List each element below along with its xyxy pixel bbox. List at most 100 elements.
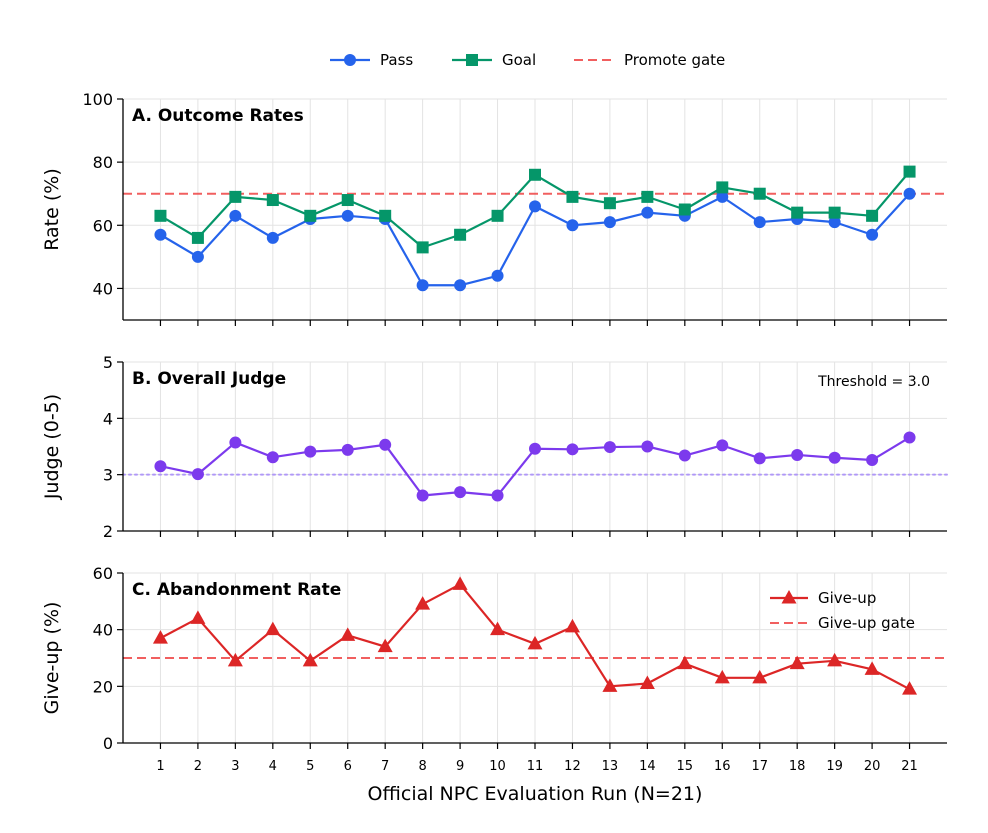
panel-a-series-1-point-11 bbox=[529, 168, 541, 181]
panel-b-series-0-point-15 bbox=[678, 449, 691, 462]
panel-c-xtick-label-9: 9 bbox=[456, 759, 464, 774]
panel-b-series-0-point-7 bbox=[379, 438, 392, 451]
panel-b-title: B. Overall Judge bbox=[132, 369, 286, 389]
panel-a-series-0-point-3 bbox=[229, 209, 242, 222]
panel-b-ytick-label-5: 5 bbox=[103, 353, 113, 372]
panel-b-series-0-point-3 bbox=[229, 436, 242, 449]
panel-a-series-1-point-4 bbox=[266, 194, 279, 207]
panel-a-series-0-point-8 bbox=[416, 279, 429, 292]
panel-c-series-0-point-7 bbox=[377, 638, 393, 653]
panel-c-xtick-label-19: 19 bbox=[826, 759, 843, 774]
panel-a-series-0-point-14 bbox=[641, 206, 654, 219]
legend-label: Give-up gate bbox=[818, 614, 915, 632]
panel-a-series-1-point-12 bbox=[566, 190, 579, 203]
panel-c-xtick-label-21: 21 bbox=[901, 759, 918, 774]
panel-a-series-0-point-13 bbox=[603, 216, 616, 229]
panel-a-series-1-point-10 bbox=[491, 209, 504, 222]
panel-c-series-0-point-18 bbox=[789, 655, 805, 670]
panel-c-series-0-point-3 bbox=[227, 652, 243, 667]
panel-b-ylabel: Judge (0-5) bbox=[41, 394, 63, 500]
panel-a-series-0-point-17 bbox=[753, 216, 766, 229]
panel-c-ylabel: Give-up (%) bbox=[41, 602, 63, 715]
panel-b-series-0-point-10 bbox=[491, 489, 504, 502]
legend-label: Give-up bbox=[818, 589, 876, 607]
panel-a-series-1-point-6 bbox=[341, 194, 354, 207]
legend-layer: Pass Goal Promote gate Give-up Give-up gate bbox=[330, 51, 915, 632]
panel-c-xtick-label-6: 6 bbox=[344, 759, 352, 774]
panel-a-ytick-label-40: 40 bbox=[93, 279, 113, 298]
panel-a-series-1-point-17 bbox=[753, 187, 766, 200]
panel-c-series-0-point-16 bbox=[714, 669, 730, 684]
panel-a-series-0-point-21 bbox=[903, 187, 916, 200]
panel-a-series-0-point-12 bbox=[566, 219, 579, 232]
panel-a-ytick-label-60: 60 bbox=[93, 216, 113, 235]
panel-c-series-0-point-17 bbox=[752, 669, 768, 684]
panel-c-xtick-label-5: 5 bbox=[306, 759, 314, 774]
panel-b-series-0-point-12 bbox=[566, 443, 579, 456]
panel-c-xtick-label-1: 1 bbox=[156, 759, 164, 774]
series-layer bbox=[152, 165, 918, 695]
panel-a-series-0-point-1 bbox=[154, 228, 167, 241]
panel-b-ytick-label-3: 3 bbox=[103, 466, 113, 485]
panel-a-series-1-point-18 bbox=[791, 206, 804, 219]
panel-c-series-0-point-14 bbox=[639, 675, 655, 689]
panel-a-series-1-point-8 bbox=[416, 241, 429, 254]
panel-c-xtick-label-14: 14 bbox=[639, 759, 656, 774]
panel-a-series-0-point-11 bbox=[529, 200, 541, 213]
panel-c-xtick-label-3: 3 bbox=[231, 759, 239, 774]
panel-a-ylabel: Rate (%) bbox=[41, 168, 63, 251]
panel-a-series-1-point-16 bbox=[716, 181, 729, 194]
panel-a-series-0-point-6 bbox=[341, 209, 354, 222]
panel-c-series-0-point-9 bbox=[452, 576, 468, 590]
legend-item-promote-gate: Promote gate bbox=[574, 51, 725, 69]
panel-c-xtick-label-13: 13 bbox=[602, 759, 619, 774]
panel-a-series-1-point-14 bbox=[641, 190, 654, 203]
legend-swatch-marker bbox=[781, 590, 797, 604]
panel-b-series-0-point-9 bbox=[454, 486, 467, 499]
panel-c-series-0-point-12 bbox=[564, 618, 580, 633]
panel-b-ytick-label-2: 2 bbox=[103, 522, 113, 541]
panel-c-series-0-point-11 bbox=[527, 635, 543, 650]
panel-c-series-0-point-1 bbox=[152, 630, 168, 644]
panel-a-series-0-point-16 bbox=[716, 190, 729, 203]
panel-c-series-0-point-8 bbox=[415, 596, 431, 610]
panel-c-series-0-point-20 bbox=[864, 661, 880, 675]
legend-swatch-marker bbox=[466, 54, 478, 66]
panel-a-series-0-point-20 bbox=[866, 228, 879, 241]
panel-a-title: A. Outcome Rates bbox=[132, 106, 304, 126]
panel-b-series-0-point-5 bbox=[304, 445, 317, 458]
panel-b-series-0-point-6 bbox=[341, 443, 354, 456]
panel-a-series-1-point-1 bbox=[154, 209, 167, 222]
panel-a-series-0-point-10 bbox=[491, 269, 504, 282]
panel-a-series-1-point-9 bbox=[454, 228, 467, 241]
panel-c-series-0-point-13 bbox=[602, 678, 618, 692]
panel-b-series-0-point-11 bbox=[529, 442, 541, 455]
panel-a-series-1-point-3 bbox=[229, 190, 242, 203]
panel-c-series-0-point-6 bbox=[340, 627, 356, 641]
legend-swatch-marker bbox=[344, 54, 356, 66]
panel-c-xtick-label-12: 12 bbox=[564, 759, 581, 774]
panel-b-series-0-point-19 bbox=[828, 451, 841, 464]
panel-c-ytick-label-60: 60 bbox=[93, 564, 113, 583]
legend-item-give-up: Give-up bbox=[770, 589, 876, 607]
panel-c-ytick-label-0: 0 bbox=[103, 734, 113, 753]
panel-b-series-0-point-20 bbox=[866, 454, 879, 467]
panel-c-series-0-point-4 bbox=[265, 621, 281, 636]
panel-b-series-0-point-17 bbox=[753, 452, 766, 465]
panel-c-xtick-label-15: 15 bbox=[677, 759, 694, 774]
panel-c-ytick-label-40: 40 bbox=[93, 621, 113, 640]
panel-c-xtick-label-18: 18 bbox=[789, 759, 806, 774]
panel-c-xtick-label-20: 20 bbox=[864, 759, 881, 774]
panel-c-xtick-label-17: 17 bbox=[751, 759, 768, 774]
panel-b-series-0-point-21 bbox=[903, 431, 916, 444]
panel-a-series-1-point-5 bbox=[304, 209, 317, 222]
panel-c-xlabel: Official NPC Evaluation Run (N=21) bbox=[368, 783, 703, 805]
legend-item-pass: Pass bbox=[330, 51, 413, 69]
panel-b-series-0-point-14 bbox=[641, 440, 654, 453]
panel-a-series-1-point-7 bbox=[379, 209, 392, 222]
panel-c-xtick-label-4: 4 bbox=[269, 759, 277, 774]
panel-b-series-0-point-13 bbox=[603, 441, 616, 454]
panel-c-xtick-label-2: 2 bbox=[194, 759, 202, 774]
panel-a-series-1-point-15 bbox=[678, 203, 691, 216]
